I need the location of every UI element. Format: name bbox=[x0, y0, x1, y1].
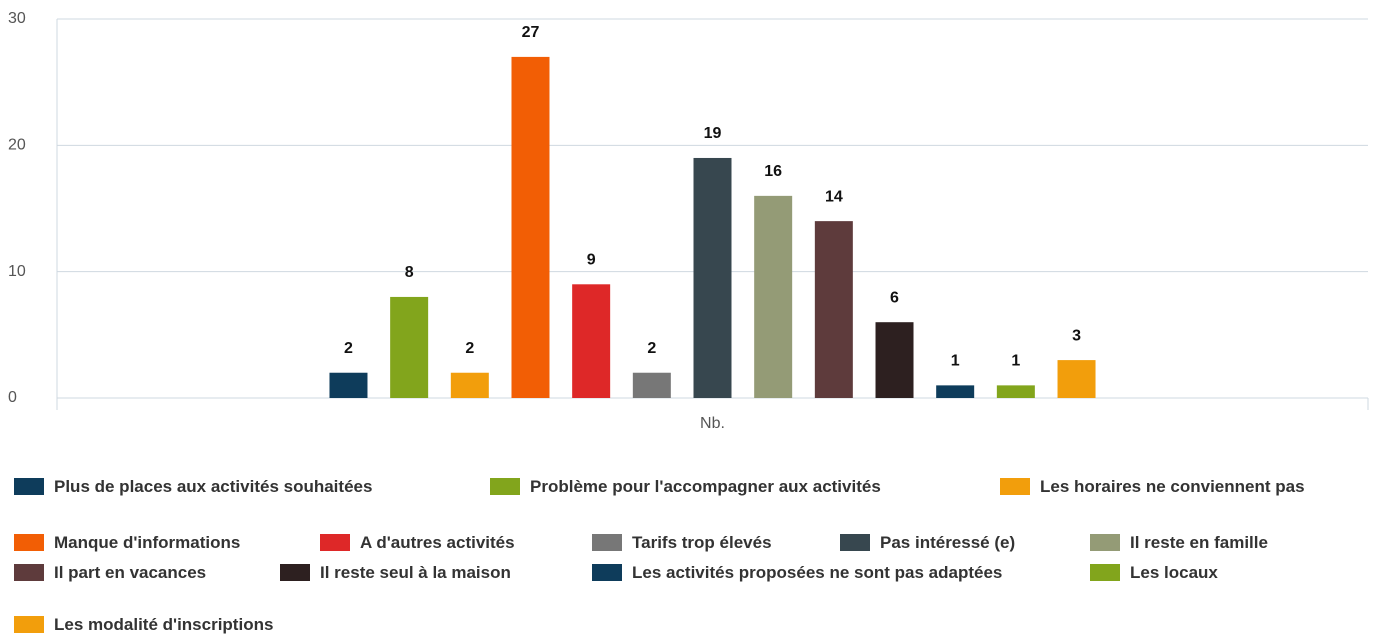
value-label: 6 bbox=[890, 289, 899, 306]
legend-swatch bbox=[280, 564, 310, 581]
bar bbox=[814, 221, 853, 398]
legend-label: Il part en vacances bbox=[54, 563, 207, 582]
value-label: 2 bbox=[344, 340, 353, 357]
legend-swatch bbox=[14, 478, 44, 495]
bar bbox=[1057, 360, 1096, 398]
legend-swatch bbox=[320, 534, 350, 551]
legend-label: Les horaires ne conviennent pas bbox=[1040, 477, 1305, 496]
legend-item: Il reste en famille bbox=[1090, 532, 1268, 554]
x-tick-label: Nb. bbox=[700, 415, 725, 432]
bar bbox=[632, 372, 671, 398]
legend-swatch bbox=[14, 564, 44, 581]
bar bbox=[390, 296, 429, 398]
legend-label: Pas intéressé (e) bbox=[880, 533, 1016, 552]
legend-label: Tarifs trop élevés bbox=[632, 533, 772, 552]
legend-item: Pas intéressé (e) bbox=[840, 532, 1015, 554]
legend-item: Problème pour l'accompagner aux activité… bbox=[490, 476, 881, 498]
value-label: 2 bbox=[647, 340, 656, 357]
value-label: 1 bbox=[951, 353, 960, 370]
bar bbox=[754, 195, 793, 398]
value-label: 9 bbox=[587, 252, 596, 269]
legend-item: Il reste seul à la maison bbox=[280, 562, 511, 584]
y-tick-label: 10 bbox=[8, 263, 26, 280]
legend-swatch bbox=[1000, 478, 1030, 495]
bar bbox=[511, 56, 550, 399]
legend-item: Les modalité d'inscriptions bbox=[14, 614, 273, 636]
value-label: 16 bbox=[764, 163, 782, 180]
legend-label: Manque d'informations bbox=[54, 533, 241, 552]
legend-item: Tarifs trop élevés bbox=[592, 532, 772, 554]
legend-swatch bbox=[592, 534, 622, 551]
legend-label: Plus de places aux activités souhaitées bbox=[54, 477, 373, 496]
legend-swatch bbox=[14, 616, 44, 633]
legend-swatch bbox=[14, 534, 44, 551]
value-label: 14 bbox=[825, 188, 843, 205]
chart: 0 10 20 30 Nb. 2 8 2 27 9 2 19 16 14 6 1 1 3 bbox=[8, 10, 1369, 432]
y-tick-label: 30 bbox=[8, 10, 26, 27]
legend-item: A d'autres activités bbox=[320, 532, 515, 554]
legend-swatch bbox=[1090, 534, 1120, 551]
value-label: 19 bbox=[704, 125, 722, 142]
y-tick-label: 0 bbox=[8, 389, 17, 406]
bar bbox=[693, 157, 732, 398]
value-label: 1 bbox=[1011, 353, 1020, 370]
bar bbox=[875, 322, 914, 398]
legend-label: Les activités proposées ne sont pas adap… bbox=[632, 563, 1003, 582]
legend-label: Il reste en famille bbox=[1130, 533, 1268, 552]
value-label: 2 bbox=[465, 340, 474, 357]
bar bbox=[936, 385, 975, 398]
bar bbox=[329, 372, 368, 398]
legend-item: Les horaires ne conviennent pas bbox=[1000, 476, 1305, 498]
legend-swatch bbox=[840, 534, 870, 551]
legend-swatch bbox=[490, 478, 520, 495]
bar bbox=[450, 372, 489, 398]
legend-swatch bbox=[1090, 564, 1120, 581]
legend-item: Les locaux bbox=[1090, 562, 1218, 584]
legend-label: Les locaux bbox=[1130, 563, 1218, 582]
legend-label: Il reste seul à la maison bbox=[320, 563, 511, 582]
y-tick-label: 20 bbox=[8, 137, 26, 154]
value-label: 8 bbox=[405, 264, 414, 281]
value-label: 27 bbox=[522, 24, 540, 41]
legend-item: Manque d'informations bbox=[14, 532, 240, 554]
value-label: 3 bbox=[1072, 327, 1081, 344]
bar bbox=[572, 284, 611, 398]
legend-swatch bbox=[592, 564, 622, 581]
legend-label: A d'autres activités bbox=[360, 533, 515, 552]
bar bbox=[996, 385, 1035, 398]
legend-label: Problème pour l'accompagner aux activité… bbox=[530, 477, 881, 496]
legend-item: Plus de places aux activités souhaitées bbox=[14, 476, 372, 498]
legend-item: Les activités proposées ne sont pas adap… bbox=[592, 562, 1002, 584]
legend-item: Il part en vacances bbox=[14, 562, 206, 584]
legend-label: Les modalité d'inscriptions bbox=[54, 615, 274, 634]
